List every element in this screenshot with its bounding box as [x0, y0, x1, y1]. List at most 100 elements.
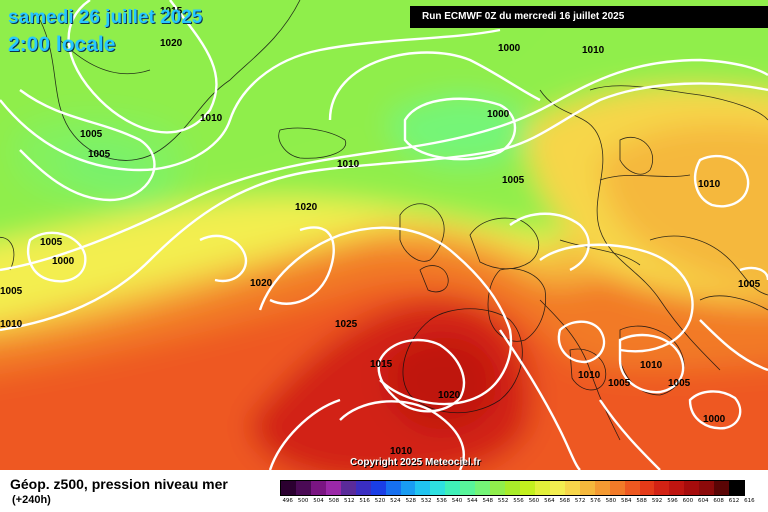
forecast-range: (+240h)	[12, 494, 51, 506]
isobar-label: 1000	[487, 109, 510, 120]
legend-swatch	[400, 481, 416, 495]
legend-swatch	[684, 481, 700, 495]
legend-swatch	[460, 481, 476, 495]
legend-tick-label: 560	[528, 498, 540, 504]
legend-tick-label: 544	[467, 498, 478, 504]
legend-tick-label: 524	[390, 498, 401, 504]
map-title: Géop. z500, pression niveau mer	[10, 476, 228, 492]
legend-swatch	[534, 481, 550, 495]
isobar-label: 1020	[250, 278, 273, 289]
legend-swatch	[475, 481, 491, 495]
isobar-label: 1005	[608, 378, 631, 389]
geopotential-field	[0, 0, 768, 470]
isobar-label: 1005	[88, 149, 111, 160]
legend-tick-label: 584	[621, 498, 632, 504]
legend-tick-label: 572	[574, 498, 586, 504]
legend-tick-label: 520	[374, 498, 386, 504]
legend-tick-label: 608	[713, 498, 724, 504]
legend-tick-label: 616	[744, 498, 755, 504]
legend-swatch	[445, 481, 461, 495]
legend-swatch	[505, 481, 520, 495]
isobar-label: 1015	[160, 6, 183, 17]
isobar-label: 1010	[337, 159, 360, 170]
legend-tick-label: 508	[328, 498, 340, 504]
legend-swatch	[669, 481, 685, 495]
isobar-label: 1010	[698, 179, 721, 190]
legend-tick-label: 588	[636, 498, 647, 504]
legend-swatch	[370, 481, 386, 495]
legend-swatch	[729, 481, 745, 495]
legend-swatch	[520, 481, 535, 495]
legend-swatch	[281, 481, 296, 495]
legend-swatch	[490, 481, 506, 495]
isobar-label: 1010	[640, 360, 663, 371]
legend-swatch	[385, 481, 401, 495]
legend-swatch	[579, 481, 595, 495]
legend-swatch	[594, 481, 610, 495]
legend-tick-label: 504	[313, 498, 324, 504]
legend-swatch	[549, 481, 565, 495]
legend-tick-label: 540	[451, 498, 463, 504]
legend-swatch	[340, 481, 356, 495]
isobar-label: 1005	[40, 237, 63, 248]
isobar-label: 1010	[0, 319, 23, 330]
legend-tick-label: 500	[297, 498, 309, 504]
legend-tick-label: 580	[605, 498, 617, 504]
legend-swatch	[415, 481, 431, 495]
forecast-time: 2:00 locale	[8, 33, 116, 56]
run-info: Run ECMWF 0Z du mercredi 16 juillet 2025	[410, 6, 768, 28]
color-legend	[280, 480, 745, 496]
legend-swatch	[295, 481, 311, 495]
legend-tick-label: 564	[544, 498, 555, 504]
legend-tick-label: 532	[420, 498, 432, 504]
legend-swatch	[624, 481, 640, 495]
legend-tick-label: 576	[590, 498, 601, 504]
legend-tick-label: 556	[513, 498, 524, 504]
legend-swatch	[699, 481, 715, 495]
legend-tick-label: 568	[559, 498, 570, 504]
legend-tick-label: 596	[667, 498, 678, 504]
isobar-label: 1025	[335, 319, 358, 330]
weather-map: 1015 1020 1010 1005 1005 1000 1010 1000 …	[0, 0, 768, 470]
coastlines	[0, 0, 768, 441]
isobar-label: 1010	[200, 113, 223, 124]
isobar-label: 1020	[295, 202, 318, 213]
legend-swatch	[654, 481, 670, 495]
legend-tick-label: 496	[282, 498, 293, 504]
isobars	[0, 0, 768, 470]
copyright: Copyright 2025 Meteociel.fr	[350, 457, 481, 468]
isobar-label: 1010	[582, 45, 605, 56]
legend-tick-label: 516	[359, 498, 370, 504]
legend-tick-label: 592	[651, 498, 663, 504]
legend-swatch	[609, 481, 625, 495]
legend-tick-label: 512	[344, 498, 355, 504]
forecast-date: samedi 26 juillet 2025	[8, 7, 203, 28]
legend-tick-label: 604	[697, 498, 709, 504]
legend-tick-label: 536	[436, 498, 447, 504]
isobar-label: 1000	[498, 43, 521, 54]
legend-swatch	[355, 481, 371, 495]
legend-swatch	[564, 481, 580, 495]
color-legend-ticks: 496 500 504 508 512 516 520 524 528 532 536 540 544 5…	[280, 498, 757, 504]
isobar-label: 1020	[160, 38, 183, 49]
legend-swatch	[310, 481, 326, 495]
isobar-label: 1015	[370, 359, 393, 370]
legend-swatch	[430, 481, 446, 495]
legend-tick-label: 548	[482, 498, 494, 504]
isobar-label: 1005	[502, 175, 525, 186]
isobar-label: 1000	[703, 414, 726, 425]
isobar-label: 1000	[52, 256, 75, 267]
legend-tick-label: 528	[405, 498, 417, 504]
isobar-label: 1010	[390, 446, 413, 457]
isobar-label: 1005	[668, 378, 691, 389]
legend-swatch	[325, 481, 341, 495]
legend-swatch	[639, 481, 655, 495]
isobar-label: 1010	[578, 370, 601, 381]
legend-tick-label: 552	[497, 498, 509, 504]
legend-tick-label: 600	[682, 498, 694, 504]
isobar-label: 1005	[80, 129, 103, 140]
isobar-label: 1005	[738, 279, 761, 290]
isobar-label: 1005	[0, 286, 23, 297]
legend-swatch	[714, 481, 730, 495]
isobar-label: 1020	[438, 390, 461, 401]
